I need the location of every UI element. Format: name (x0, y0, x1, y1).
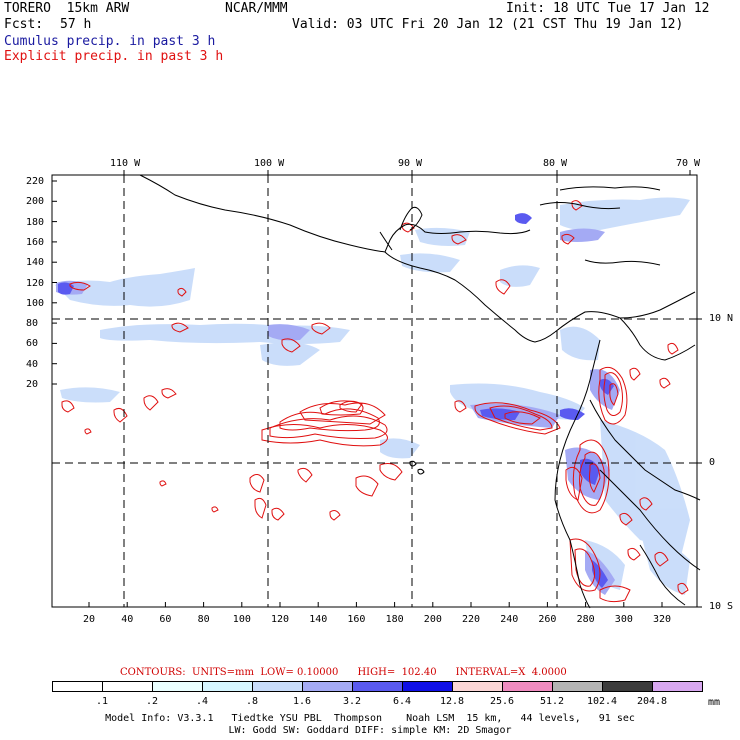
lat-label: 10 S (709, 601, 734, 612)
valid-time: Valid: 03 UTC Fri 20 Jan 12 (21 CST Thu … (292, 17, 684, 32)
map-frame (51, 174, 698, 608)
x-tick-label: 260 (538, 614, 557, 625)
legend-label: 51.2 (539, 696, 565, 707)
y-tick-label: 60 (26, 338, 39, 350)
lat-label: 10 N (709, 313, 734, 324)
init-time: Init: 18 UTC Tue 17 Jan 12 (506, 1, 710, 16)
legend-label: .4 (195, 696, 209, 707)
explicit-precip-layer (61, 200, 689, 603)
graticule (52, 175, 697, 607)
x-tick-label: 20 (83, 614, 96, 625)
y-tick-label: 220 (26, 176, 45, 187)
x-tick-label: 140 (309, 614, 328, 625)
lon-label: 80 W (543, 158, 568, 169)
legend-swatch (502, 681, 553, 692)
explicit-legend-label: Explicit precip. in past 3 h (4, 49, 224, 64)
y-tick-label: 140 (26, 257, 45, 269)
legend-label: .2 (145, 696, 159, 707)
org-label: NCAR/MMM (225, 1, 288, 16)
fcst-hours: 57 h (60, 17, 92, 32)
model-info-line2: LW: Godd SW: Goddard DIFF: simple KM: 2D… (228, 725, 512, 736)
y-tick-label: 200 (26, 196, 45, 208)
x-tick-label: 80 (197, 614, 210, 625)
legend-label: 204.8 (636, 696, 668, 707)
x-tick-label: 200 (423, 614, 442, 625)
lon-label: 90 W (398, 158, 423, 169)
legend-label: 12.8 (439, 696, 465, 707)
y-tick-label: 40 (26, 358, 39, 370)
legend-swatch (152, 681, 203, 692)
x-tick-label: 40 (121, 614, 134, 625)
legend-unit: mm (708, 697, 721, 708)
lon-label: 70 W (676, 158, 701, 169)
legend-swatch (252, 681, 303, 692)
x-tick-label: 100 (232, 614, 251, 625)
legend-swatch (352, 681, 403, 692)
axis-ticks (52, 170, 702, 608)
legend-label: .1 (95, 696, 109, 707)
x-tick-label: 180 (385, 614, 404, 625)
contour-info: CONTOURS: UNITS=mm LOW= 0.10000 HIGH= 10… (120, 667, 567, 678)
x-tick-label: 300 (614, 614, 633, 625)
lon-label: 110 W (110, 158, 141, 169)
legend-label: 102.4 (586, 696, 618, 707)
x-tick-label: 320 (653, 614, 672, 625)
legend-swatch (202, 681, 253, 692)
lon-label: 100 W (254, 158, 285, 169)
y-tick-label: 120 (26, 277, 45, 289)
legend-label: 6.4 (392, 696, 412, 707)
legend-swatch (52, 681, 103, 692)
lat-label: 0 (709, 457, 716, 468)
x-tick-label: 240 (500, 614, 519, 625)
legend-swatch (452, 681, 503, 692)
x-tick-label: 160 (347, 614, 366, 625)
legend-label: 3.2 (342, 696, 362, 707)
legend-swatch (302, 681, 353, 692)
x-tick-label: 120 (271, 614, 290, 625)
legend-swatch (402, 681, 453, 692)
y-tick-label: 160 (26, 236, 45, 248)
fcst-label: Fcst: (4, 17, 44, 32)
legend-swatch (602, 681, 653, 692)
legend-swatch (652, 681, 703, 692)
x-tick-label: 220 (462, 614, 481, 625)
y-tick-label: 100 (26, 297, 45, 309)
legend-swatch (102, 681, 153, 692)
y-tick-label: 80 (26, 318, 39, 330)
coastlines (139, 174, 701, 609)
x-tick-label: 60 (159, 614, 172, 625)
x-tick-label: 280 (576, 614, 595, 625)
legend-label: 25.6 (489, 696, 515, 707)
cumulus-legend-label: Cumulus precip. in past 3 h (4, 34, 216, 49)
model-title: TORERO 15km ARW (4, 1, 130, 16)
legend-label: .8 (245, 696, 259, 707)
legend-label: 1.6 (292, 696, 312, 707)
legend-swatch (552, 681, 603, 692)
model-info-line1: Model Info: V3.3.1 Tiedtke YSU PBL Thomp… (105, 713, 635, 724)
y-tick-label: 20 (26, 379, 39, 390)
y-tick-label: 180 (26, 216, 45, 228)
